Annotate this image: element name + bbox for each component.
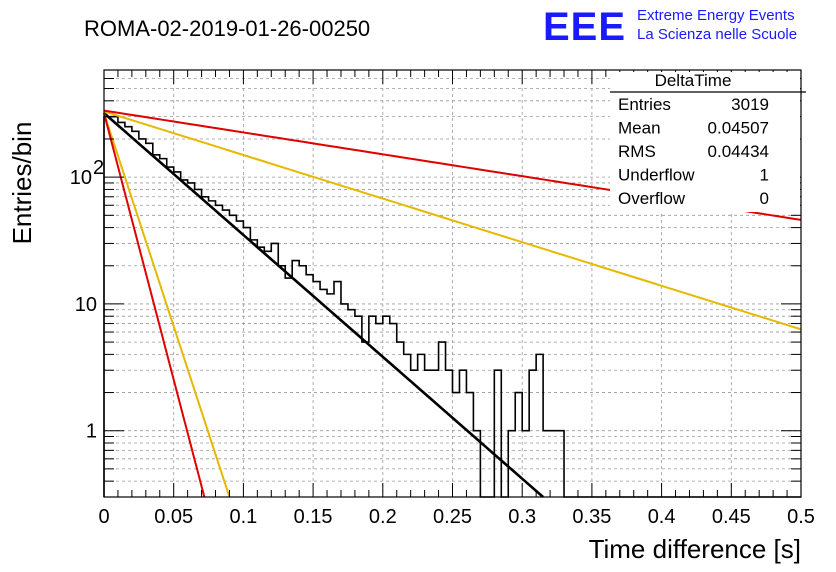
x-tick-label: 0.3 — [508, 506, 536, 528]
stats-row-value: 3019 — [731, 95, 769, 114]
stats-box-background — [610, 72, 800, 212]
x-tick-label: 0.5 — [787, 506, 815, 528]
fit-curve-2 — [103, 110, 802, 331]
stats-rows: Entries 3019 Mean 0.04507 RMS 0.04434 Underflo… — [618, 95, 769, 208]
x-axis-title: Time difference [s] — [589, 534, 801, 564]
stats-box: DeltaTime Entries 3019 Mean 0.04507 RMS 0.044… — [610, 71, 806, 212]
stats-row-label: Mean — [618, 119, 661, 138]
x-tick-label: 0.1 — [229, 506, 257, 528]
stats-row-value: 0.04434 — [708, 142, 769, 161]
eee-logo: EEE Extreme Energy Events La Scienza nel… — [543, 5, 797, 49]
y-tick-label: 10 — [75, 294, 97, 316]
x-tick-label: 0.35 — [572, 506, 611, 528]
x-tick-label: 0.4 — [648, 506, 676, 528]
x-tick-label: 0.25 — [433, 506, 472, 528]
eee-logo-line-1: Extreme Energy Events — [637, 7, 795, 24]
stats-row-label: Overflow — [618, 189, 686, 208]
stats-title: DeltaTime — [655, 71, 732, 90]
x-tick-labels: 0 0.05 0.1 0.15 0.2 0.25 0.3 0.35 0.4 0.45 0.5 — [98, 506, 814, 528]
stats-row-label: Entries — [618, 95, 671, 114]
chart-title: ROMA-02-2019-01-26-00250 — [84, 16, 370, 41]
fit-curve-1 — [103, 112, 544, 498]
x-tick-label: 0.45 — [712, 506, 751, 528]
y-axis-title: Entries/bin — [7, 122, 37, 245]
stats-row-value: 0 — [760, 189, 769, 208]
x-tick-label: 0.15 — [294, 506, 333, 528]
x-tick-label: 0 — [98, 506, 109, 528]
x-tick-label: 0.2 — [369, 506, 397, 528]
eee-logo-line-2: La Scienza nelle Scuole — [637, 26, 797, 43]
y-tick-label: 1 — [86, 421, 97, 443]
fit-curve-4 — [103, 112, 231, 498]
x-tick-label: 0.05 — [154, 506, 193, 528]
eee-logo-mark: EEE — [543, 5, 626, 49]
stats-row-value: 1 — [760, 166, 769, 185]
axis-ticks — [103, 69, 802, 498]
stats-row-value: 0.04507 — [708, 119, 769, 138]
stats-row-label: Underflow — [618, 166, 695, 185]
y-tick-label: 10 — [70, 167, 92, 189]
y-tick-label-exponent: 2 — [93, 157, 104, 179]
stats-row-label: RMS — [618, 142, 656, 161]
